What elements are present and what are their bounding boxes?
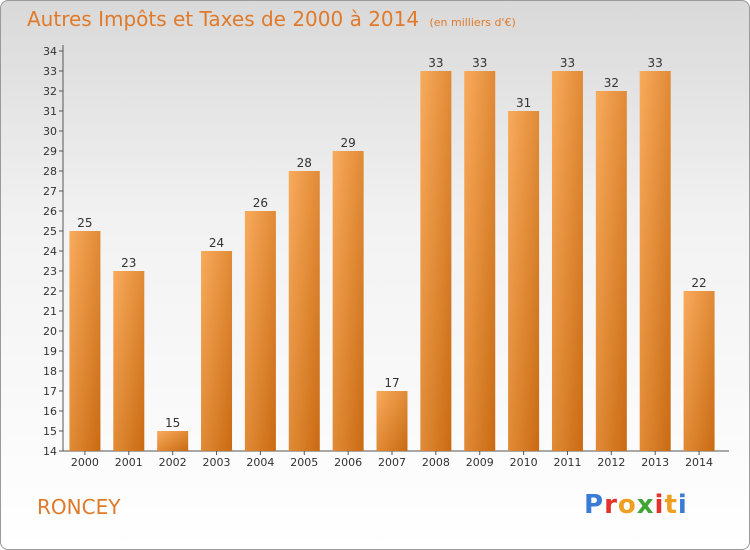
bar-2010 (508, 111, 540, 451)
data-label-2002: 15 (165, 416, 180, 430)
chart-subtitle: (en milliers d'€) (429, 16, 516, 29)
y-tick-label: 30 (43, 125, 57, 138)
data-label-2001: 23 (121, 256, 136, 270)
y-tick-label: 34 (43, 45, 57, 58)
x-tick-label: 2014 (685, 456, 713, 469)
y-tick-label: 26 (43, 205, 57, 218)
y-tick-label: 19 (43, 345, 57, 358)
logo-letter: x (636, 490, 655, 520)
y-tick-label: 27 (43, 185, 57, 198)
proxiti-logo[interactable]: Proxiti (584, 490, 688, 520)
y-tick-label: 21 (43, 305, 57, 318)
data-labels: 25 23 15 24 26 28 29 17 33 33 31 33 32 33 22 (77, 56, 706, 430)
y-tick-label: 25 (43, 225, 57, 238)
x-tick-label: 2007 (378, 456, 406, 469)
y-tick-label: 32 (43, 85, 57, 98)
logo-letter: r (604, 490, 618, 520)
y-tick-label: 28 (43, 165, 57, 178)
chart-title-text: Autres Impôts et Taxes de 2000 à 2014 (27, 7, 420, 31)
logo-letter: i (677, 490, 688, 520)
bar-2001 (113, 271, 145, 451)
data-label-2008: 33 (428, 56, 443, 70)
y-tick-label: 22 (43, 285, 57, 298)
x-tick-label: 2012 (597, 456, 625, 469)
y-tick-label: 31 (43, 105, 57, 118)
logo-letter: i (654, 490, 665, 520)
data-label-2000: 25 (77, 216, 92, 230)
data-label-2014: 22 (691, 276, 706, 290)
bar-2008 (420, 71, 452, 451)
y-tick-label: 16 (43, 405, 57, 418)
y-tick-label: 18 (43, 365, 57, 378)
logo-letter: o (617, 490, 637, 520)
data-label-2007: 17 (384, 376, 399, 390)
bar-2000 (69, 231, 101, 451)
data-label-2005: 28 (297, 156, 312, 170)
data-label-2006: 29 (340, 136, 355, 150)
x-tick-label: 2001 (115, 456, 143, 469)
commune-name: RONCEY (37, 495, 121, 519)
bar-2005 (288, 171, 320, 451)
y-tick-label: 23 (43, 265, 57, 278)
logo-letter: t (664, 490, 678, 520)
axes: 14 15 16 17 18 19 20 21 22 23 24 25 26 27 28 29 30 31 32 33… (43, 45, 729, 469)
bar-2004 (244, 211, 276, 451)
y-tick-label: 33 (43, 65, 57, 78)
y-tick-label: 24 (43, 245, 57, 258)
bar-2011 (551, 71, 583, 451)
y-tick-label: 29 (43, 145, 57, 158)
bar-2009 (464, 71, 496, 451)
data-label-2003: 24 (209, 236, 224, 250)
x-tick-label: 2008 (422, 456, 450, 469)
x-tick-label: 2006 (334, 456, 362, 469)
x-tick-label: 2002 (159, 456, 187, 469)
x-tick-label: 2010 (510, 456, 538, 469)
chart-title: Autres Impôts et Taxes de 2000 à 2014 (e… (27, 7, 516, 31)
data-label-2009: 33 (472, 56, 487, 70)
bar-2002 (157, 431, 189, 451)
data-label-2013: 33 (648, 56, 663, 70)
x-tick-label: 2005 (290, 456, 318, 469)
data-label-2004: 26 (253, 196, 268, 210)
x-tick-label: 2011 (553, 456, 581, 469)
x-tick-label: 2003 (203, 456, 231, 469)
logo-letter: P (584, 490, 605, 520)
x-tick-label: 2009 (466, 456, 494, 469)
y-tick-label: 14 (43, 445, 57, 458)
bar-2003 (201, 251, 233, 451)
data-label-2011: 33 (560, 56, 575, 70)
x-tick-label: 2013 (641, 456, 669, 469)
y-tick-label: 20 (43, 325, 57, 338)
bar-2007 (376, 391, 408, 451)
bar-2006 (332, 151, 364, 451)
bars (69, 71, 715, 451)
bar-2014 (683, 291, 715, 451)
y-tick-label: 15 (43, 425, 57, 438)
bar-2013 (639, 71, 671, 451)
bar-2012 (595, 91, 627, 451)
data-label-2012: 32 (604, 76, 619, 90)
y-tick-label: 17 (43, 385, 57, 398)
x-tick-label: 2000 (71, 456, 99, 469)
x-tick-label: 2004 (246, 456, 274, 469)
data-label-2010: 31 (516, 96, 531, 110)
